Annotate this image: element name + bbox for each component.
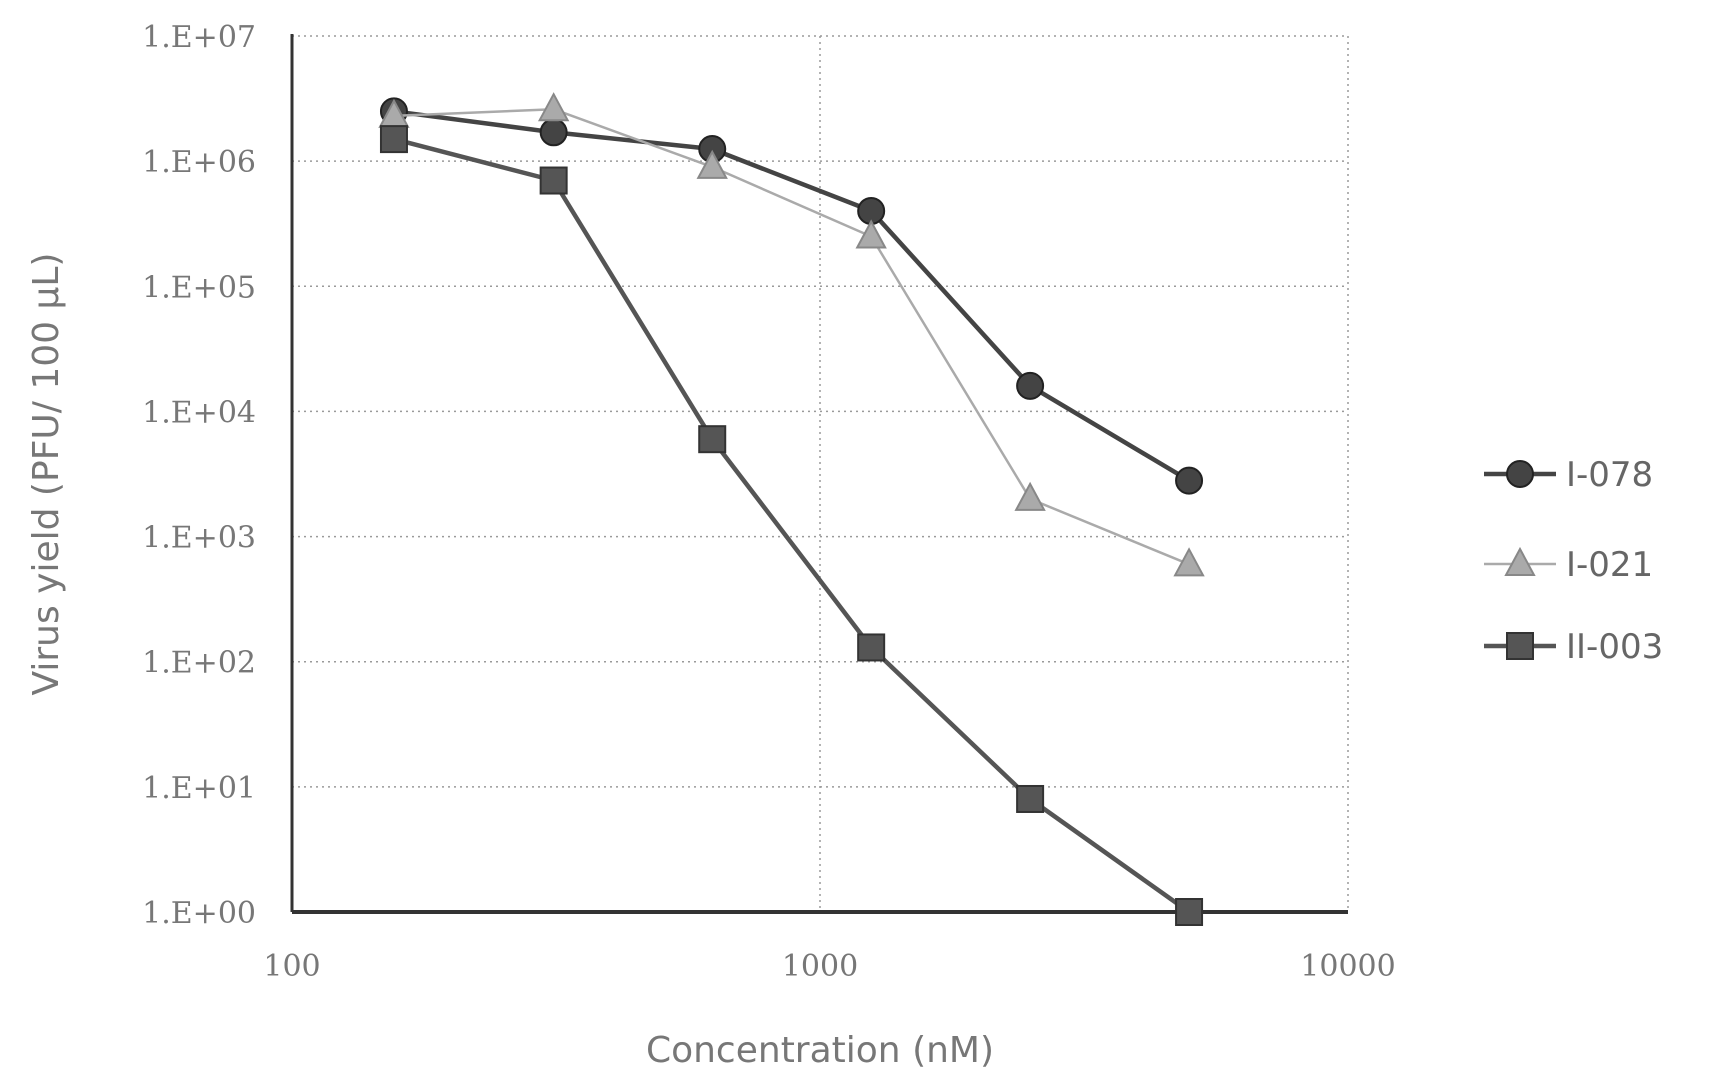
data-point-i-021 bbox=[1173, 547, 1205, 577]
data-point-i-021 bbox=[537, 92, 570, 122]
series-line-i-078 bbox=[393, 109, 1191, 483]
series-line-i-021 bbox=[393, 107, 1190, 566]
series-layer bbox=[378, 92, 1205, 926]
y-tick-label: 1.E+03 bbox=[142, 521, 256, 556]
data-point-i-021 bbox=[855, 219, 887, 249]
x-tick-label: 10000 bbox=[1300, 949, 1395, 984]
legend-label-ii-003: II-003 bbox=[1566, 627, 1663, 667]
y-tick-label: 1.E+05 bbox=[142, 270, 256, 305]
series-i-021 bbox=[378, 92, 1205, 577]
x-axis-title: Concentration (nM) bbox=[646, 1030, 994, 1071]
y-tick-label: 1.E+07 bbox=[142, 20, 256, 55]
series-line-ii-003 bbox=[393, 136, 1191, 914]
legend-marker-i-021 bbox=[1504, 546, 1536, 576]
grid-lines bbox=[292, 35, 1349, 912]
legend: I-078 I-021 II-003 bbox=[1484, 455, 1663, 667]
data-point-ii-003 bbox=[857, 633, 886, 662]
y-tick-labels: 1.E+00 1.E+01 1.E+02 1.E+03 1.E+04 1.E+05 1.E+… bbox=[142, 20, 256, 931]
y-tick-label: 1.E+04 bbox=[142, 395, 256, 430]
data-point-i-078 bbox=[539, 118, 568, 147]
y-tick-label: 1.E+06 bbox=[142, 145, 256, 180]
y-axis-title: Virus yield (PFU/ 100 µL) bbox=[26, 253, 67, 696]
data-point-i-078 bbox=[1175, 466, 1204, 495]
data-point-ii-003 bbox=[1016, 784, 1045, 813]
data-point-i-021 bbox=[696, 149, 728, 179]
data-point-ii-003 bbox=[539, 166, 568, 195]
axes bbox=[290, 34, 1348, 914]
y-tick-label: 1.E+01 bbox=[142, 771, 256, 806]
x-tick-label: 100 bbox=[263, 949, 320, 984]
x-tick-labels: 100 1000 10000 bbox=[263, 949, 1395, 984]
legend-label-i-078: I-078 bbox=[1566, 455, 1653, 495]
legend-marker-ii-003 bbox=[1506, 632, 1534, 660]
data-point-i-078 bbox=[1016, 371, 1045, 400]
legend-label-i-021: I-021 bbox=[1566, 545, 1653, 585]
series-i-078 bbox=[379, 97, 1204, 495]
data-point-ii-003 bbox=[1175, 898, 1204, 926]
legend-marker-i-078 bbox=[1506, 460, 1534, 488]
x-tick-label: 1000 bbox=[782, 949, 858, 984]
data-point-ii-003 bbox=[379, 125, 408, 154]
data-point-i-021 bbox=[1014, 481, 1046, 511]
y-tick-label: 1.E+00 bbox=[142, 896, 256, 931]
series-ii-003 bbox=[379, 125, 1204, 926]
y-tick-label: 1.E+02 bbox=[142, 646, 256, 681]
data-point-ii-003 bbox=[698, 425, 727, 454]
